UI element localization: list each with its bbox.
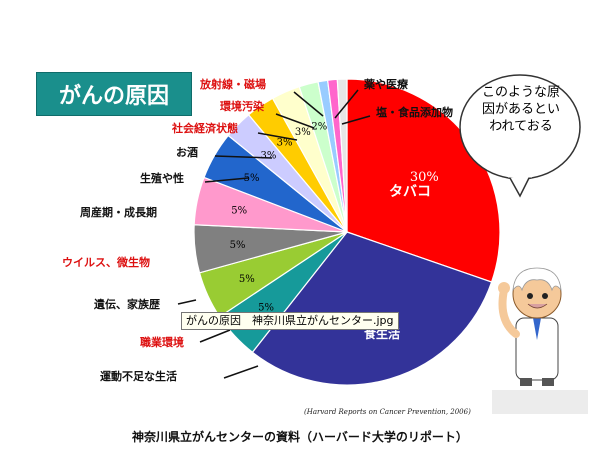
category-label-radiation: 放射線・磁場 (199, 77, 266, 91)
image-tooltip: がんの原因 神奈川県立がんセンター.jpg (181, 312, 399, 330)
leader-line-radiation (293, 91, 324, 117)
category-label-pollution: 環境汚染 (220, 99, 265, 113)
source-caption: 神奈川県立がんセンターの資料（ハーバード大学のリポート） (132, 430, 468, 444)
leader-line-alcohol (214, 155, 273, 159)
category-label-socioeconomic: 社会経済状態 (171, 121, 238, 135)
leader-line-occupational-environment (199, 329, 231, 343)
page-title: がんの原因 (36, 72, 192, 116)
category-label-heredity: 遺伝、家族歴 (93, 297, 160, 311)
leader-line-pollution (275, 113, 315, 129)
value-label-perinatal-growth: 5% (244, 173, 260, 184)
value-label-socioeconomic: 3% (295, 127, 311, 138)
category-label-salt-additives: 塩・食品添加物 (376, 105, 453, 119)
category-label-medicine: 薬や医療 (364, 77, 409, 91)
speech-bubble-text: このような原因があるといわれておる (481, 85, 560, 134)
category-label-occupational-environment: 職業環境 (140, 335, 184, 349)
leader-lines (177, 89, 371, 379)
category-label-alcohol: お酒 (176, 146, 198, 159)
pie-slice-salt-additives (336, 78, 348, 233)
value-label-tobacco: 30% (410, 170, 439, 185)
category-label-reproduction: 生殖や性 (140, 171, 184, 185)
leader-line-socioeconomic (257, 132, 298, 141)
value-label-reproduction: 3% (261, 151, 277, 162)
pie-slices (193, 78, 501, 386)
leader-line-heredity (177, 299, 197, 305)
value-label-lack-of-exercise: 5% (258, 303, 274, 314)
doctor-mascot-icon (498, 267, 562, 386)
category-label-virus-microbe: ウイルス、微生物 (62, 255, 150, 269)
leader-line-lack-of-exercise (223, 365, 259, 379)
speech-bubble (459, 74, 581, 198)
leader-line-medicine (334, 89, 359, 119)
value-label-virus-microbe: 5% (231, 205, 247, 216)
citation: (Harvard Reports on Cancer Prevention, 2… (304, 408, 471, 416)
category-labels: タバコ食生活運動不足な生活職業環境遺伝、家族歴ウイルス、微生物周産期・成長期生殖… (62, 77, 453, 383)
value-label-pollution: 2% (311, 121, 327, 132)
value-label-occupational-environment: 5% (239, 274, 255, 285)
pie-slice-diet (251, 231, 493, 386)
gray-block (492, 390, 588, 414)
leader-line-salt-additives (341, 115, 371, 125)
category-label-lack-of-exercise: 運動不足な生活 (100, 369, 177, 383)
value-label-heredity: 5% (230, 240, 246, 251)
category-label-perinatal-growth: 周産期・成長期 (80, 205, 157, 219)
value-label-alcohol: 3% (277, 137, 293, 148)
leader-line-reproduction (204, 177, 249, 183)
category-label-tobacco: タバコ (389, 184, 431, 200)
